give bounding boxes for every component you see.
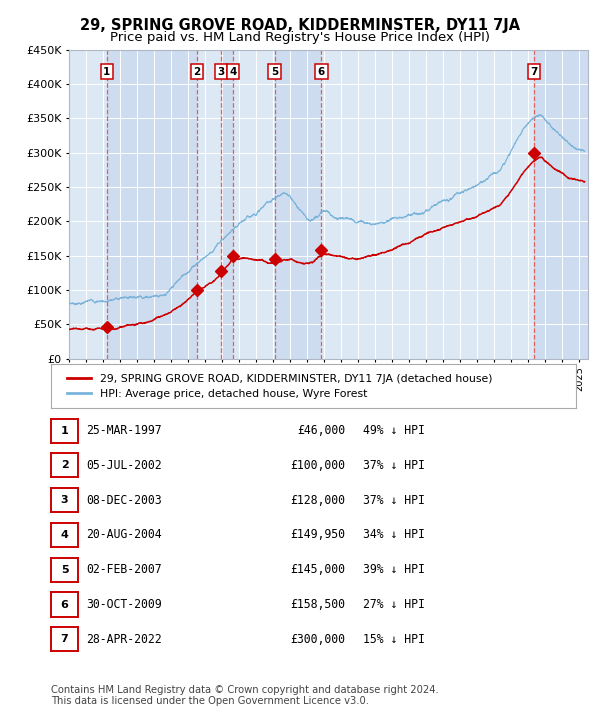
Text: 7: 7 [61,634,68,645]
Bar [69,50,107,359]
Legend: 29, SPRING GROVE ROAD, KIDDERMINSTER, DY11 7JA (detached house), HPI: Average pr: 29, SPRING GROVE ROAD, KIDDERMINSTER, DY… [62,368,497,404]
Text: 2: 2 [193,67,200,77]
Text: 49% ↓ HPI: 49% ↓ HPI [363,424,425,437]
Text: 3: 3 [217,67,224,77]
Text: 1: 1 [61,425,68,436]
Text: £46,000: £46,000 [297,424,345,437]
Text: 34% ↓ HPI: 34% ↓ HPI [363,528,425,542]
Text: Price paid vs. HM Land Registry's House Price Index (HPI): Price paid vs. HM Land Registry's House … [110,31,490,44]
Text: £158,500: £158,500 [290,598,345,611]
Text: £149,950: £149,950 [290,528,345,542]
Text: 3: 3 [61,495,68,506]
Bar [221,50,233,359]
Text: 5: 5 [61,564,68,575]
Text: 5: 5 [271,67,278,77]
Text: 37% ↓ HPI: 37% ↓ HPI [363,493,425,507]
Text: £300,000: £300,000 [290,633,345,646]
Text: 6: 6 [61,599,68,610]
Text: 20-AUG-2004: 20-AUG-2004 [86,528,161,542]
Text: 6: 6 [318,67,325,77]
Text: 25-MAR-1997: 25-MAR-1997 [86,424,161,437]
Text: 29, SPRING GROVE ROAD, KIDDERMINSTER, DY11 7JA: 29, SPRING GROVE ROAD, KIDDERMINSTER, DY… [80,18,520,33]
Text: 02-FEB-2007: 02-FEB-2007 [86,563,161,577]
Text: 05-JUL-2002: 05-JUL-2002 [86,459,161,472]
Text: 4: 4 [229,67,236,77]
Text: 39% ↓ HPI: 39% ↓ HPI [363,563,425,577]
Text: 15% ↓ HPI: 15% ↓ HPI [363,633,425,646]
Text: £100,000: £100,000 [290,459,345,472]
Bar [107,50,197,359]
Text: 2: 2 [61,460,68,471]
Text: 1: 1 [103,67,110,77]
Text: 27% ↓ HPI: 27% ↓ HPI [363,598,425,611]
Text: 08-DEC-2003: 08-DEC-2003 [86,493,161,507]
Text: Contains HM Land Registry data © Crown copyright and database right 2024.
This d: Contains HM Land Registry data © Crown c… [51,685,439,706]
Text: £145,000: £145,000 [290,563,345,577]
Bar [275,50,322,359]
Bar [534,50,588,359]
Bar [322,50,534,359]
Text: 28-APR-2022: 28-APR-2022 [86,633,161,646]
Text: 7: 7 [530,67,538,77]
Text: 4: 4 [61,530,68,540]
Text: 30-OCT-2009: 30-OCT-2009 [86,598,161,611]
Bar [233,50,275,359]
Bar [197,50,221,359]
Text: 37% ↓ HPI: 37% ↓ HPI [363,459,425,472]
Text: £128,000: £128,000 [290,493,345,507]
